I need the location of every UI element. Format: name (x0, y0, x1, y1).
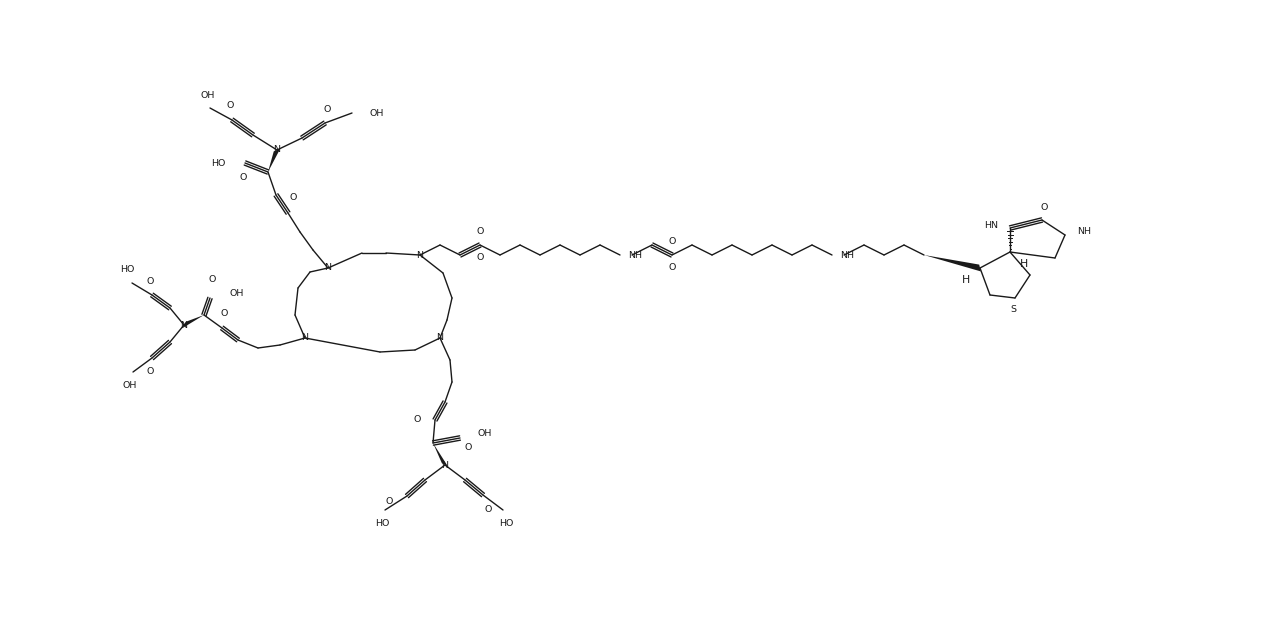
Text: N: N (180, 320, 188, 329)
Text: NH: NH (628, 250, 642, 259)
Text: O: O (146, 367, 154, 376)
Text: O: O (477, 254, 483, 263)
Text: O: O (668, 263, 676, 272)
Polygon shape (182, 315, 204, 328)
Text: NH: NH (1077, 227, 1091, 236)
Text: N: N (437, 333, 443, 342)
Text: O: O (464, 444, 472, 453)
Text: O: O (477, 227, 483, 236)
Text: HN: HN (984, 220, 998, 229)
Text: O: O (324, 105, 330, 114)
Text: N: N (416, 250, 424, 259)
Text: O: O (1041, 202, 1047, 211)
Text: OH: OH (123, 381, 137, 390)
Text: OH: OH (230, 288, 244, 297)
Text: N: N (302, 333, 308, 342)
Text: N: N (274, 146, 280, 155)
Text: O: O (220, 309, 227, 318)
Text: O: O (146, 277, 154, 286)
Text: O: O (386, 496, 393, 505)
Polygon shape (269, 149, 280, 172)
Text: O: O (239, 173, 247, 182)
Text: N: N (325, 263, 332, 272)
Text: OH: OH (478, 428, 492, 437)
Text: N: N (442, 460, 448, 469)
Text: O: O (414, 415, 421, 424)
Text: O: O (226, 101, 234, 110)
Text: OH: OH (200, 91, 215, 100)
Polygon shape (924, 255, 980, 272)
Text: H: H (961, 275, 970, 285)
Text: O: O (668, 238, 676, 247)
Text: HO: HO (211, 159, 225, 168)
Text: OH: OH (370, 108, 384, 117)
Text: O: O (290, 193, 297, 202)
Text: HO: HO (499, 519, 513, 528)
Text: HO: HO (120, 266, 134, 275)
Text: H: H (1020, 259, 1028, 269)
Text: HO: HO (375, 519, 389, 528)
Text: NH: NH (840, 250, 855, 259)
Text: S: S (1010, 306, 1016, 315)
Text: O: O (484, 505, 492, 514)
Polygon shape (433, 443, 448, 467)
Text: O: O (208, 275, 216, 284)
